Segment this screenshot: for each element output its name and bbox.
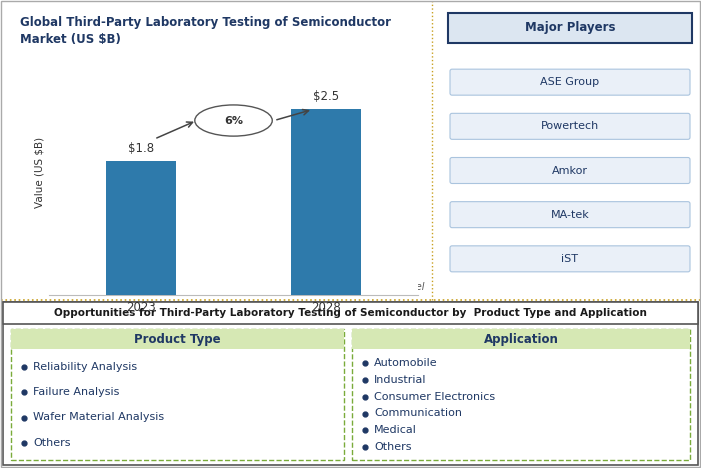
FancyBboxPatch shape [450, 158, 690, 183]
Text: iST: iST [562, 254, 578, 264]
Text: Product Type: Product Type [134, 332, 221, 345]
Bar [3, 302, 698, 324]
Bar [352, 329, 690, 349]
Text: MA-tek: MA-tek [550, 210, 590, 219]
Text: Wafer Material Analysis: Wafer Material Analysis [33, 412, 164, 423]
Bar [3, 302, 698, 465]
Text: Source: Lucintel: Source: Lucintel [346, 282, 425, 292]
Text: Failure Analysis: Failure Analysis [33, 387, 119, 397]
Text: Communication: Communication [374, 409, 462, 418]
Text: Others: Others [374, 442, 411, 452]
Text: Industrial: Industrial [374, 375, 426, 385]
Text: Reliability Analysis: Reliability Analysis [33, 362, 137, 372]
Text: $2.5: $2.5 [313, 90, 339, 103]
Text: Consumer Electronics: Consumer Electronics [374, 392, 495, 402]
Y-axis label: Value (US $B): Value (US $B) [35, 137, 45, 208]
Text: Major Players: Major Players [525, 22, 615, 35]
Text: Opportunities for Third-Party Laboratory Testing of Semiconductor by  Product Ty: Opportunities for Third-Party Laboratory… [54, 308, 647, 318]
Bar [352, 329, 690, 460]
FancyBboxPatch shape [450, 113, 690, 139]
Text: 6%: 6% [224, 116, 243, 125]
Bar [11, 329, 344, 349]
Text: Powertech: Powertech [541, 121, 599, 132]
FancyBboxPatch shape [450, 202, 690, 227]
Text: Others: Others [33, 438, 71, 448]
Text: ASE Group: ASE Group [540, 77, 599, 87]
Bar [107, 161, 177, 295]
Text: Application: Application [484, 332, 559, 345]
FancyBboxPatch shape [448, 13, 692, 43]
Bar [11, 329, 344, 460]
Text: $1.8: $1.8 [128, 142, 154, 155]
Text: Amkor: Amkor [552, 166, 588, 176]
Text: Global Third-Party Laboratory Testing of Semiconductor
Market (US $B): Global Third-Party Laboratory Testing of… [20, 16, 391, 46]
Text: Medical: Medical [374, 425, 417, 435]
FancyBboxPatch shape [450, 246, 690, 272]
Ellipse shape [195, 105, 272, 136]
Bar [291, 110, 361, 295]
Text: Automobile: Automobile [374, 358, 437, 368]
FancyBboxPatch shape [450, 69, 690, 95]
